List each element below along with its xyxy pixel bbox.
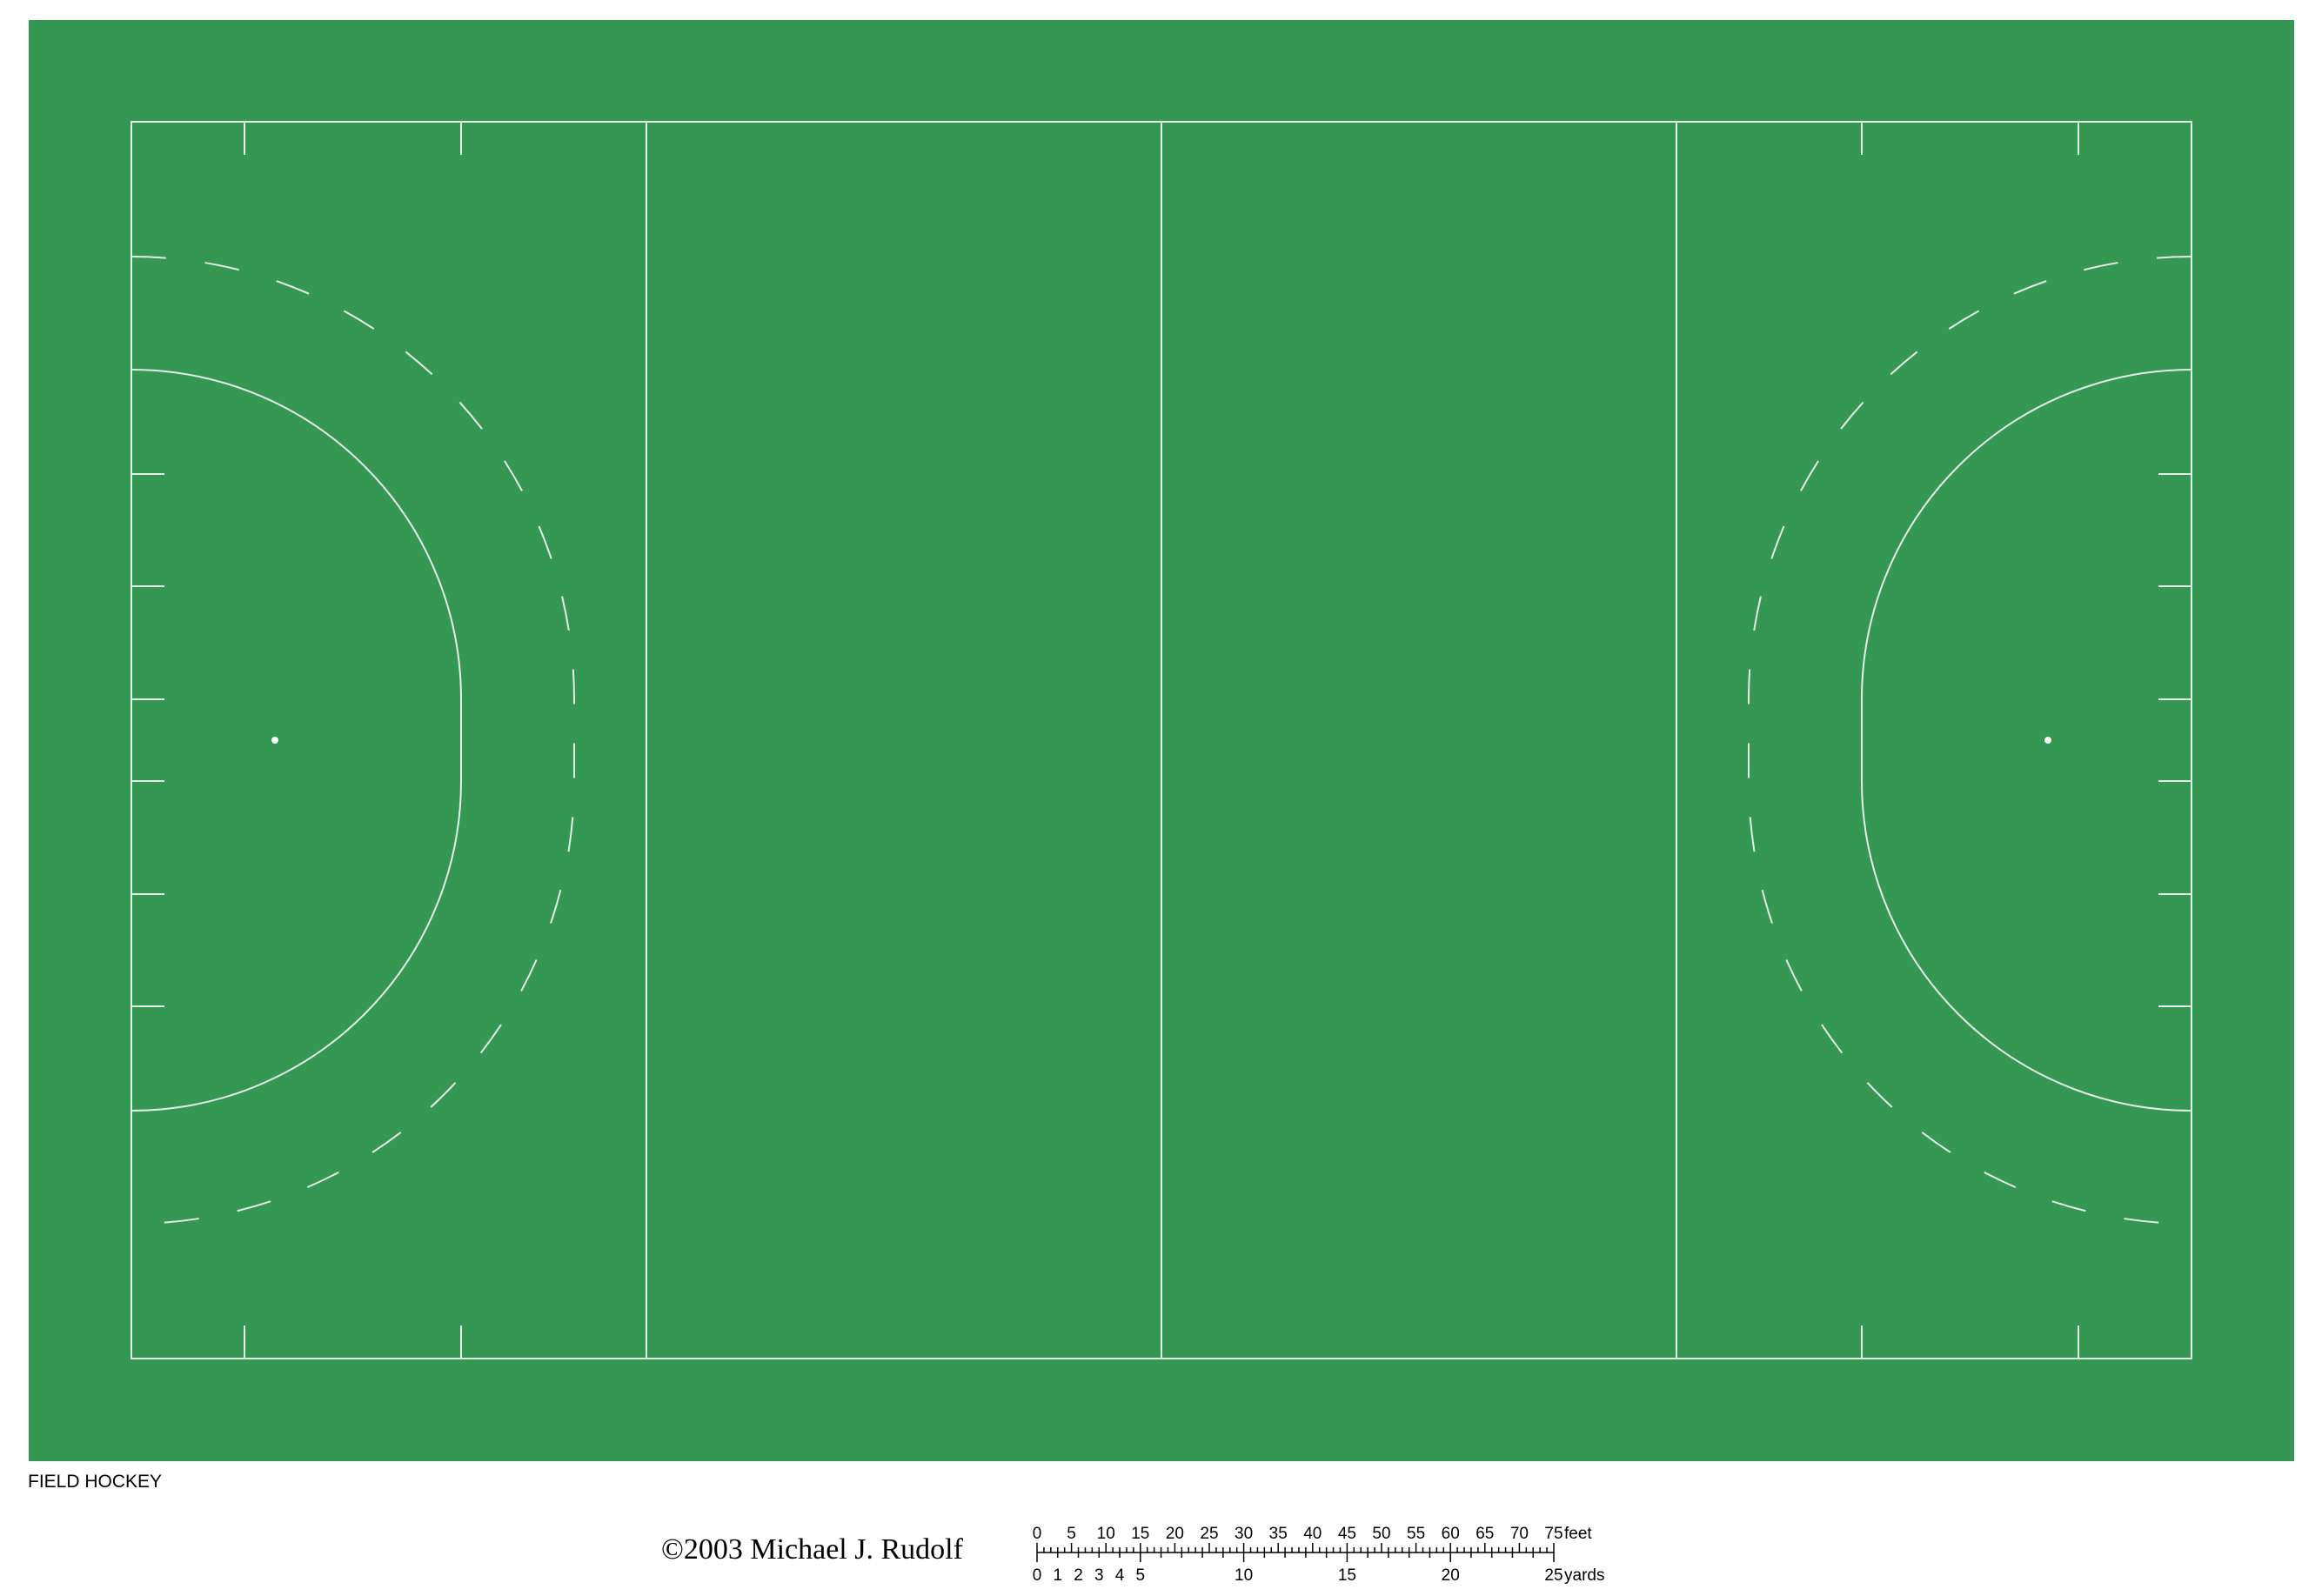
dashed-circle-right xyxy=(1748,256,2192,1225)
scale-feet-label: 10 xyxy=(1097,1525,1115,1543)
scale-feet-label: 50 xyxy=(1372,1525,1390,1543)
scale-yards-label: 25 xyxy=(1544,1566,1562,1585)
scale-yards-label: 1 xyxy=(1053,1566,1062,1585)
scale-feet-label: 55 xyxy=(1407,1525,1425,1543)
scale-yards-unit: yards xyxy=(1564,1566,1604,1585)
scale-feet-label: 5 xyxy=(1067,1525,1076,1543)
scale-feet-label: 20 xyxy=(1166,1525,1184,1543)
scale-yards-label: 15 xyxy=(1338,1566,1356,1585)
scale-feet-label: 70 xyxy=(1510,1525,1529,1543)
scale-feet-label: 45 xyxy=(1338,1525,1356,1543)
scale-feet-label: 0 xyxy=(1033,1525,1042,1543)
scale-feet-label: 25 xyxy=(1200,1525,1218,1543)
scale-feet-label: 75 xyxy=(1544,1525,1562,1543)
scale-yards-label: 0 xyxy=(1033,1566,1042,1585)
scale-feet-label: 60 xyxy=(1442,1525,1460,1543)
scale-yards-label: 10 xyxy=(1235,1566,1253,1585)
scale-yards-label: 20 xyxy=(1442,1566,1460,1585)
scale-feet-unit: feet xyxy=(1564,1525,1592,1543)
scale-feet-label: 65 xyxy=(1476,1525,1494,1543)
shooting-circle-right xyxy=(1861,369,2192,1112)
scale-yards-label: 2 xyxy=(1074,1566,1083,1585)
copyright-notice: ©2003 Michael J. Rudolf xyxy=(661,1533,963,1566)
scale-yards-label: 3 xyxy=(1094,1566,1104,1585)
sideline-marks-top xyxy=(244,122,2079,155)
scale-yards-label: 4 xyxy=(1115,1566,1125,1585)
scale-feet-label: 40 xyxy=(1303,1525,1322,1543)
field-hockey-diagram xyxy=(29,20,2294,1461)
penalty-spot-left xyxy=(271,737,278,744)
scale-feet-label: 30 xyxy=(1235,1525,1253,1543)
diagram-title: FIELD HOCKEY xyxy=(28,1472,163,1492)
penalty-spot-right xyxy=(2044,737,2051,744)
sideline-marks-bottom xyxy=(244,1326,2079,1359)
scale-feet-label: 35 xyxy=(1269,1525,1288,1543)
scale-feet-label: 15 xyxy=(1131,1525,1149,1543)
backline-marks-right xyxy=(2158,473,2192,1007)
scale-yards-label: 5 xyxy=(1136,1566,1146,1585)
backline-marks-left xyxy=(131,473,164,1007)
dashed-circle-left xyxy=(130,256,575,1225)
scale-ticks xyxy=(1036,1543,1555,1562)
shooting-circle-left xyxy=(130,369,462,1112)
